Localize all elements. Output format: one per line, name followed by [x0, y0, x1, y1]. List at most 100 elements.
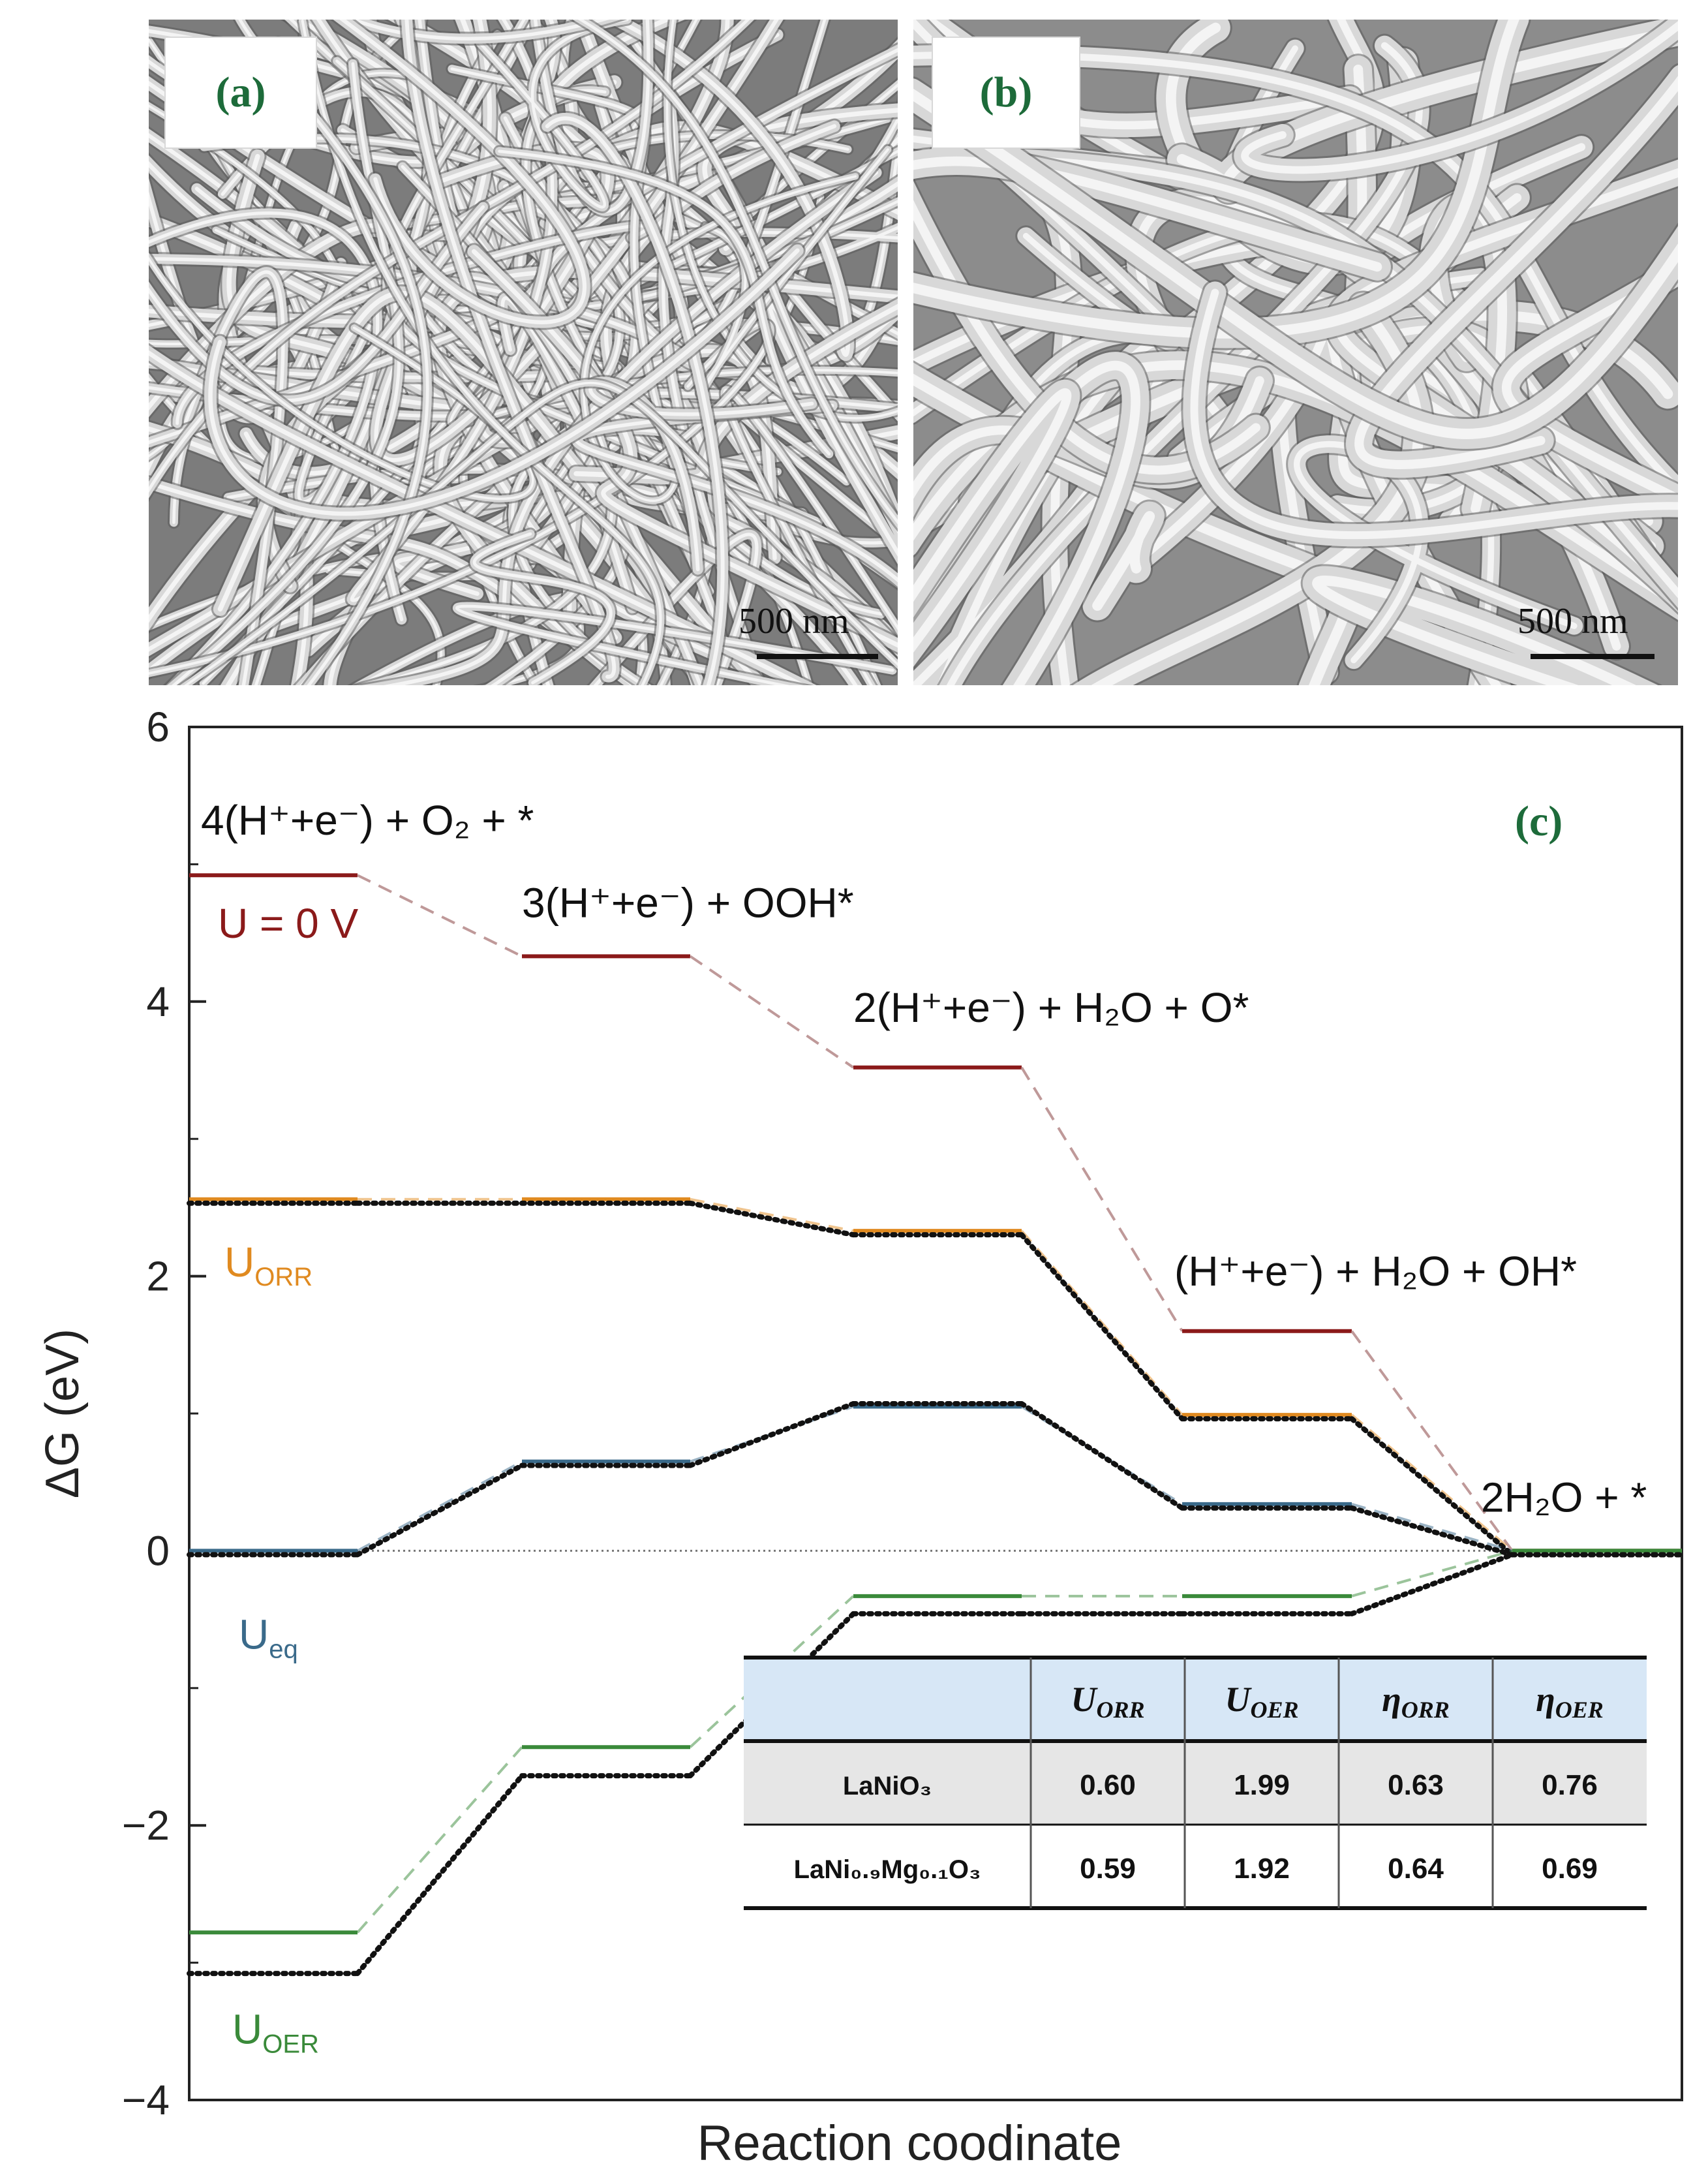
fiber-highlight [913, 156, 1382, 272]
y-tick-label: 6 [146, 703, 170, 750]
energy-connector [1349, 1505, 1515, 1558]
table-row-name: LaNiO₃ [843, 1772, 932, 1800]
nanofiber-texture-b [913, 20, 1678, 685]
free-energy-chart: −4 −2 0 2 4 6 ΔG (eV) Reaction coodinate U = 0 V… [37, 703, 1685, 2171]
table-header-cell: UORR [1071, 1680, 1144, 1723]
fiber-highlight [1190, 288, 1678, 540]
energy-connector [1020, 1066, 1183, 1332]
table-cell: 0.64 [1388, 1853, 1444, 1885]
nanofiber-texture-a [149, 20, 898, 685]
fiber-highlight [350, 20, 555, 602]
energy-connector [688, 1200, 856, 1238]
scale-bar-label-a: 500 nm [739, 601, 849, 641]
energy-connector [356, 1746, 523, 1934]
table-header-cell: UOER [1225, 1680, 1298, 1723]
table-row-bg [744, 1825, 1647, 1908]
energy-connector [357, 874, 523, 958]
table-cell: 0.76 [1542, 1769, 1598, 1801]
energy-connector [688, 1400, 856, 1468]
series-4 [187, 1400, 1685, 1558]
energy-connector [690, 1197, 854, 1233]
fiber-highlight [545, 116, 725, 685]
fiber-highlight [913, 388, 1072, 653]
series-3 [189, 1404, 1682, 1553]
energy-connector [1019, 1400, 1185, 1511]
fiber-highlight [339, 20, 587, 324]
energy-connector [689, 955, 855, 1069]
energy-connector [1351, 1502, 1513, 1552]
fiber-highlight [665, 20, 898, 420]
y-axis-label: ΔG (eV) [37, 1329, 89, 1498]
energy-connector [1351, 1549, 1513, 1598]
energy-connector [355, 1462, 525, 1558]
table-header-bg [744, 1658, 1647, 1741]
fiber-highlight [498, 149, 831, 455]
fiber-highlight [383, 170, 879, 685]
step-label: 2H₂O + * [1481, 1474, 1647, 1521]
free-energy-diagram: −4 −2 0 2 4 6 ΔG (eV) Reaction coodinate U = 0 V… [0, 698, 1708, 2177]
table-header-cell: ηORR [1382, 1680, 1450, 1723]
series-label-ueq: Ueq [239, 1611, 298, 1663]
table-cell: 0.63 [1388, 1769, 1444, 1801]
y-tick-label: −4 [122, 2077, 170, 2123]
scale-bar-a [757, 654, 878, 659]
table-cell: 1.92 [1234, 1853, 1290, 1885]
x-axis-label: Reaction coodinate [697, 2116, 1122, 2171]
step-label: (H⁺+e⁻) + H₂O + OH* [1174, 1248, 1577, 1295]
fiber-highlight [472, 532, 613, 685]
y-tick-label: 0 [146, 1527, 170, 1574]
series-5 [189, 1549, 1682, 1935]
panel-label-b: (b) [932, 37, 1080, 149]
energy-connector [1349, 1416, 1515, 1558]
scale-bar-label-b: 500 nm [1517, 601, 1628, 641]
fiber-highlight [183, 270, 285, 685]
fiber-highlight [348, 20, 609, 40]
series-0 [189, 873, 1682, 1553]
step-label: 4(H⁺+e⁻) + O₂ + * [201, 797, 534, 844]
fiber-highlight [183, 382, 898, 685]
panel-label-a: (a) [164, 37, 317, 149]
fiber-highlight [577, 20, 898, 525]
fiber-highlight [238, 20, 429, 685]
fiber-highlight [913, 20, 1519, 339]
table-cell: 0.69 [1542, 1853, 1598, 1885]
energy-connector [1349, 1552, 1515, 1616]
series-label-u0: U = 0 V [218, 900, 359, 947]
fiber-highlight [455, 604, 894, 685]
fiber-highlight [1092, 511, 1155, 611]
energy-connector [1019, 1232, 1185, 1422]
energy-connector [355, 1773, 525, 1977]
table-cell: 0.60 [1080, 1769, 1136, 1801]
scale-bar-b [1531, 654, 1655, 659]
fiber-highlight [1312, 576, 1636, 685]
series-label-uorr: UORR [224, 1239, 313, 1291]
table-cell: 1.99 [1234, 1769, 1290, 1801]
energy-connector [689, 1595, 855, 1748]
sem-image-b [913, 20, 1678, 685]
fiber-highlight [583, 175, 857, 502]
step-label: 2(H⁺+e⁻) + H₂O + O* [853, 984, 1249, 1031]
fiber-highlight [149, 211, 380, 685]
fiber-highlight [1241, 21, 1678, 174]
table-row-name: LaNi₀.₉Mg₀.₁O₃ [794, 1855, 981, 1884]
y-tick-label: −2 [122, 1802, 170, 1849]
fiber-highlight [913, 88, 1678, 439]
table-header-cell: ηOER [1536, 1680, 1604, 1723]
fiber-highlight [208, 248, 800, 516]
fiber-highlight [723, 388, 898, 685]
inset-table: UORR UOER ηORR ηOER LaNiO₃ 0.60 1.99 0.63 0.76 La… [744, 1656, 1647, 1910]
y-tick-label: 4 [146, 978, 170, 1025]
table-row-bg [744, 1741, 1647, 1825]
y-tick-label: 2 [146, 1253, 170, 1300]
table-cell: 0.59 [1080, 1853, 1136, 1885]
fiber-highlight [574, 403, 898, 583]
energy-connector [1350, 1413, 1514, 1552]
fiber-highlight [301, 20, 662, 685]
energy-connector [357, 1460, 523, 1552]
series-6 [187, 1552, 1685, 1977]
fiber-highlight [1354, 76, 1678, 469]
panel-label-c: (c) [1515, 797, 1563, 845]
step-label: 3(H⁺+e⁻) + OOH* [522, 879, 854, 926]
fiber-highlight [913, 200, 1261, 475]
sem-image-a [149, 20, 898, 685]
